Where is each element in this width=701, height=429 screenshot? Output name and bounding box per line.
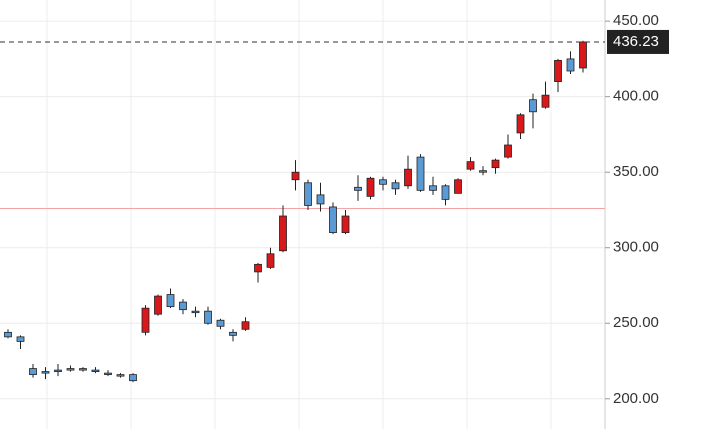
candle-body [541,94,550,108]
candle-body [54,369,62,372]
last-price-box [607,29,669,54]
candle-body [79,368,87,371]
candle-body [354,186,362,191]
candle-body [379,179,387,185]
candle-body [104,372,112,376]
candle-body [291,171,300,181]
candle-body [16,336,25,342]
candle-body [154,295,162,315]
candle-body [241,321,250,330]
candle-body [329,206,337,234]
y-tick-label: 350.00 [613,163,659,180]
candle-body [579,41,587,69]
candle-body [454,179,462,194]
candle-body [204,310,212,324]
vertical-grid [46,0,552,429]
candle-body [466,161,475,170]
candle-body [91,369,100,372]
candle-body [504,144,512,158]
candle-body [266,253,275,268]
candle-body [441,185,450,200]
candle-body [416,156,425,191]
candle-body [254,263,262,273]
candle-body [491,159,500,169]
candle-body [566,58,575,72]
candle-body [191,310,200,314]
candle-body [516,114,525,134]
candle-body [141,307,150,333]
candle-body [366,177,375,197]
candle-body [129,374,137,382]
candle-body [4,331,12,338]
candle-body [304,182,312,206]
candle-body [166,294,175,308]
candle-body [179,301,187,311]
y-tick-label: 200.00 [613,390,659,407]
candle-body [229,331,237,336]
candle-body [41,371,50,374]
y-tick-label: 450.00 [613,12,659,29]
candle-body [391,182,400,190]
candle-body [279,215,287,252]
last-price-label: 436.23 [613,33,659,50]
candle-body [116,374,125,377]
candle-body [216,319,225,327]
candle-body [316,194,325,205]
y-tick-label: 300.00 [613,239,659,256]
candle-body [29,368,37,376]
candle-body [66,368,75,371]
candle-body [554,60,562,82]
candle-body [529,99,537,113]
candle-body [429,185,437,191]
y-tick-label: 250.00 [613,314,659,331]
candle-body [404,168,412,187]
candle-body [341,215,350,234]
y-tick-label: 400.00 [613,88,659,105]
candle-body [479,170,487,173]
